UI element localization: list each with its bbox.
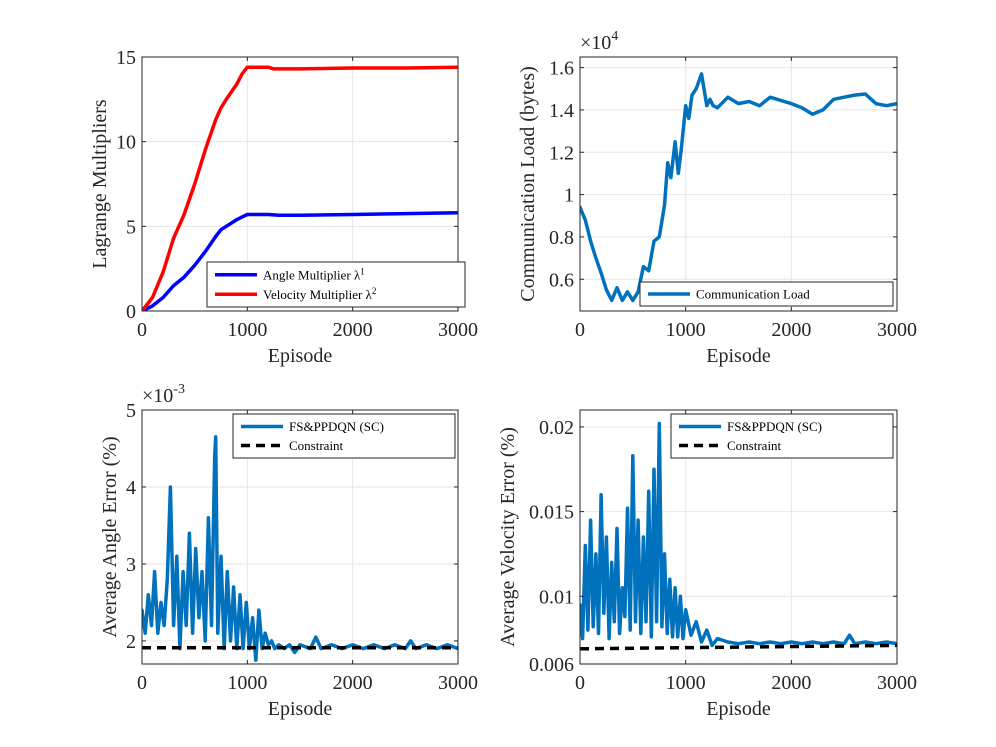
axis-exponent: ×10-3 [142,382,185,407]
x-tick-label: 2000 [333,672,373,694]
exponent-base: ×10 [142,385,173,407]
legend-label-2: Constraint [289,438,344,453]
legend-box [670,413,894,459]
y-tick-label: 1.6 [549,58,574,80]
legend-label-1: Communication Load [696,287,810,302]
legend-label-1: FS&PPDQN (SC) [727,419,822,434]
x-tick-label: 3000 [877,672,917,694]
x-tick-label: 0 [575,319,585,341]
legend-label-1: FS&PPDQN (SC) [289,419,384,434]
y-tick-label: 0.015 [529,502,574,524]
exponent-base: ×10 [580,32,611,54]
legend-label-1: Angle Multiplier λ1 [263,266,365,282]
y-tick-label: 1.2 [549,142,574,164]
y-tick-label: 1.4 [549,100,574,122]
x-axis-label: Episode [268,345,333,367]
series-line-1 [580,421,897,648]
series-line-2 [142,65,458,311]
x-axis-label: Episode [268,698,333,720]
legend-label-text: Velocity Multiplier λ [263,287,373,302]
axis-exponent: ×104 [580,29,618,54]
series-group [580,421,897,651]
legend-label-2: Constraint [727,438,782,453]
axes-box [579,409,898,665]
y-tick-label: 0.6 [549,269,574,291]
legend: Angle Multiplier λ1 Velocity Multiplier λ… [206,261,466,308]
chart-panel-4: 0 1000 2000 3000 0.006 0.01 0.015 0.02 Episode Av… [497,409,917,720]
legend: FS&PPDQN (SC) Constraint [670,413,894,459]
legend-box [232,413,456,459]
x-axis-label: Episode [706,345,771,367]
y-tick-label: 0.01 [539,586,574,608]
exponent-power: 4 [611,29,618,44]
x-tick-label: 1000 [227,672,267,694]
x-tick-label: 2000 [771,672,811,694]
legend: FS&PPDQN (SC) Constraint [232,413,456,459]
legend-label-sup: 1 [360,266,365,276]
x-axis-label: Episode [706,698,771,720]
legend-label-text: FS&PPDQN (SC) [727,419,822,434]
series-group [142,65,458,311]
x-tick-label: 1000 [666,672,706,694]
series-line-1 [142,211,458,311]
legend-label-2: Velocity Multiplier λ2 [263,286,376,302]
x-tick-label: 3000 [438,672,478,694]
y-tick-label: 15 [116,47,136,69]
legend-box [206,261,466,308]
y-tick-label: 0.8 [549,227,574,249]
series-line-2 [580,643,897,651]
y-tick-label: 3 [126,554,136,576]
chart-panel-2: 0 1000 2000 3000 0.6 0.8 1 1.2 1.4 1.6 Episode Comm… [517,29,917,367]
legend-label-text: Communication Load [696,287,810,302]
y-axis-label: Average Velocity Error (%) [497,427,519,647]
legend-label-text: FS&PPDQN (SC) [289,419,384,434]
y-axis-label: Average Angle Error (%) [99,436,121,637]
series-group [580,72,897,303]
series-group [142,435,458,662]
series-line-1 [580,72,897,303]
exponent-power: -3 [173,382,185,397]
y-axis-label: Communication Load (bytes) [517,66,539,302]
x-tick-label: 0 [137,672,147,694]
y-tick-label: 5 [126,400,136,422]
legend-label-sup: 2 [372,286,377,296]
axes-box [141,409,459,665]
x-tick-label: 2000 [771,319,811,341]
y-tick-label: 5 [126,216,136,238]
axes-box [141,56,459,312]
chart-panel-3: 0 1000 2000 3000 2 3 4 5 Episode Average Angle Er… [99,382,478,720]
y-tick-label: 4 [126,477,136,499]
x-tick-label: 3000 [438,319,478,341]
y-tick-label: 1 [564,185,574,207]
legend: Communication Load [639,281,894,307]
x-tick-label: 3000 [877,319,917,341]
legend-label-text: Constraint [289,438,344,453]
y-tick-label: 0.006 [529,654,574,676]
x-tick-label: 2000 [333,319,373,341]
y-axis-label: Lagrange Multipliers [89,99,111,269]
y-tick-label: 10 [116,132,136,154]
x-tick-label: 0 [137,319,147,341]
chart-panel-1: 0 1000 2000 3000 0 5 10 15 Episode Lagrange Multi… [89,47,478,367]
series-line-1 [142,435,458,662]
legend-label-text: Constraint [727,438,782,453]
axes-box [579,56,898,312]
y-tick-label: 2 [126,631,136,653]
x-tick-label: 1000 [666,319,706,341]
y-tick-label: 0 [126,301,136,323]
x-tick-label: 0 [575,672,585,694]
y-tick-label: 0.02 [539,417,574,439]
x-tick-label: 1000 [227,319,267,341]
legend-label-text: Angle Multiplier λ [263,267,361,282]
